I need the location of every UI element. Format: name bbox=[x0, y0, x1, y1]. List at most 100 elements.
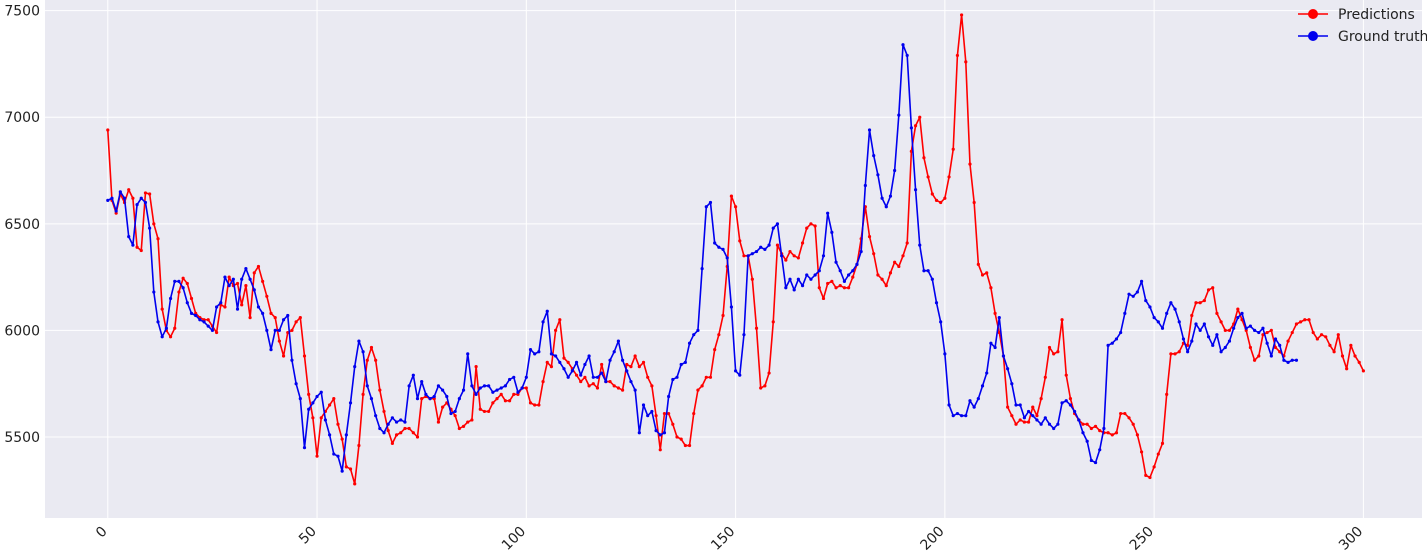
data-point bbox=[210, 328, 215, 333]
data-point bbox=[742, 254, 746, 258]
data-point bbox=[796, 277, 800, 281]
data-point bbox=[461, 424, 466, 428]
data-point bbox=[206, 324, 210, 328]
data-point bbox=[1286, 360, 1290, 364]
data-point bbox=[675, 435, 679, 439]
y-tick-label: 7000 bbox=[4, 110, 40, 126]
data-point bbox=[717, 245, 721, 249]
data-point bbox=[775, 243, 780, 247]
data-point bbox=[1257, 330, 1261, 335]
data-point bbox=[240, 277, 244, 281]
data-point bbox=[667, 394, 671, 399]
data-point bbox=[1169, 301, 1173, 305]
data-point bbox=[152, 222, 156, 226]
data-point bbox=[453, 409, 457, 414]
data-point bbox=[893, 260, 897, 264]
data-point bbox=[1198, 301, 1202, 305]
data-point bbox=[1165, 311, 1169, 315]
data-point bbox=[905, 53, 909, 58]
legend-item: Ground truth bbox=[1298, 29, 1427, 45]
data-point bbox=[1194, 301, 1198, 305]
data-point bbox=[654, 414, 658, 418]
data-point bbox=[1089, 426, 1093, 431]
data-point bbox=[620, 358, 625, 362]
data-point bbox=[1106, 343, 1110, 347]
data-point bbox=[177, 290, 181, 294]
data-point bbox=[692, 333, 696, 337]
data-point bbox=[512, 392, 516, 396]
data-point bbox=[767, 371, 771, 375]
data-point bbox=[888, 271, 893, 275]
data-point bbox=[487, 384, 491, 388]
data-point bbox=[554, 328, 558, 333]
data-point bbox=[503, 399, 507, 403]
data-point bbox=[867, 235, 872, 239]
data-point bbox=[1236, 307, 1240, 311]
data-point bbox=[930, 192, 934, 196]
data-point bbox=[390, 416, 394, 420]
data-point bbox=[1102, 426, 1106, 431]
data-point bbox=[1211, 343, 1215, 347]
data-point bbox=[1303, 318, 1307, 322]
data-point bbox=[533, 403, 537, 407]
data-point bbox=[993, 345, 997, 350]
data-point bbox=[943, 196, 947, 200]
data-point bbox=[922, 269, 926, 273]
data-point bbox=[897, 264, 901, 269]
data-point bbox=[265, 294, 269, 298]
data-point bbox=[524, 386, 528, 390]
data-point bbox=[403, 420, 407, 424]
data-point bbox=[989, 286, 993, 290]
data-point bbox=[1311, 330, 1315, 335]
data-point bbox=[1068, 403, 1073, 407]
data-point bbox=[1227, 328, 1232, 333]
data-point bbox=[286, 313, 290, 318]
data-point bbox=[1290, 330, 1294, 335]
data-point bbox=[834, 286, 838, 290]
data-point bbox=[1265, 341, 1269, 345]
data-point bbox=[1123, 411, 1127, 416]
data-point bbox=[821, 254, 826, 258]
data-point bbox=[972, 405, 976, 409]
data-point bbox=[1215, 311, 1219, 315]
data-point bbox=[880, 277, 884, 281]
data-point bbox=[273, 328, 277, 333]
data-point bbox=[646, 414, 650, 418]
data-point bbox=[1257, 354, 1261, 358]
data-point bbox=[1190, 339, 1194, 343]
data-point bbox=[545, 309, 549, 313]
data-point bbox=[1010, 414, 1014, 418]
data-point bbox=[445, 394, 449, 399]
data-point bbox=[294, 320, 298, 324]
data-point bbox=[1319, 333, 1324, 337]
data-point bbox=[374, 414, 378, 418]
data-point bbox=[683, 443, 687, 448]
data-point bbox=[909, 126, 913, 130]
data-point bbox=[143, 191, 148, 195]
data-point bbox=[1211, 286, 1215, 290]
data-point bbox=[148, 192, 152, 196]
data-point bbox=[1194, 322, 1198, 326]
data-point bbox=[503, 384, 507, 388]
data-point bbox=[612, 350, 616, 354]
data-point bbox=[420, 397, 424, 401]
data-point bbox=[637, 431, 641, 435]
data-point bbox=[742, 333, 746, 337]
data-point bbox=[1332, 350, 1336, 354]
data-point bbox=[1014, 403, 1018, 407]
data-point bbox=[1056, 422, 1060, 426]
data-point bbox=[1227, 339, 1232, 343]
data-point bbox=[859, 249, 863, 254]
data-point bbox=[185, 301, 189, 305]
data-point bbox=[658, 433, 662, 437]
data-point bbox=[604, 379, 608, 384]
data-point bbox=[323, 418, 328, 422]
data-point bbox=[240, 303, 244, 307]
data-point bbox=[420, 379, 424, 384]
data-point bbox=[311, 401, 315, 405]
data-point bbox=[842, 279, 847, 283]
data-point bbox=[545, 360, 549, 364]
data-point bbox=[830, 230, 834, 234]
data-point bbox=[725, 256, 729, 260]
data-point bbox=[1031, 414, 1035, 418]
